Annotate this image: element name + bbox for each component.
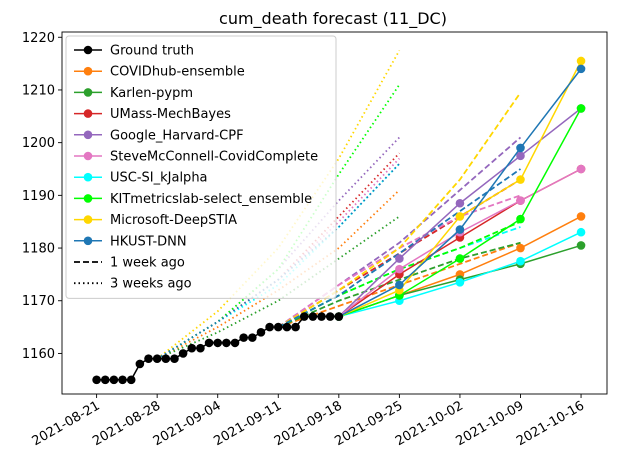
legend-label-google-harvard-cpf: Google_Harvard-CPF <box>110 128 244 143</box>
y-tick-label: 1170 <box>22 294 55 309</box>
x-tick-label: 2021-09-18 <box>272 398 345 449</box>
legend-label-kitmetricslab-select-ensemble: KITmetricslab-select_ensemble <box>110 192 312 207</box>
point-ground-truth <box>118 375 127 385</box>
point-ground-truth <box>317 312 326 321</box>
point-microsoft-deepstia <box>516 175 525 184</box>
point-ground-truth <box>109 375 119 385</box>
point-ground-truth <box>135 359 145 369</box>
line-1w-karlen-pypm <box>277 241 521 328</box>
point-ground-truth <box>126 375 136 385</box>
x-tick-label: 2021-08-21 <box>30 398 103 449</box>
point-usc-si-kjalpha <box>516 256 525 266</box>
legend-label-stevemcconnell-covidcomplete: SteveMcConnell-CovidComplete <box>110 150 318 165</box>
point-ground-truth <box>273 322 283 332</box>
point-ground-truth <box>222 338 231 348</box>
point-stevemcconnell-covidcomplete <box>516 196 525 205</box>
legend: Ground truth COVIDhub-ensemble Karlen-pypm… <box>65 35 337 299</box>
point-kitmetricslab-select-ensemble <box>455 254 465 263</box>
point-ground-truth <box>248 333 257 342</box>
legend-label-ground-truth: Ground truth <box>110 44 194 59</box>
legend-box <box>65 35 337 299</box>
legend-style-label-three-weeks-ago: 3 weeks ago <box>110 277 192 292</box>
y-tick-label: 1180 <box>22 242 55 257</box>
point-ground-truth <box>239 333 248 342</box>
point-ground-truth <box>152 354 162 363</box>
x-tick-label: 2021-10-16 <box>514 398 587 449</box>
point-ground-truth <box>161 354 171 363</box>
point-kitmetricslab-select-ensemble <box>516 214 525 224</box>
point-stevemcconnell-covidcomplete <box>576 164 586 174</box>
y-tick-label: 1190 <box>22 189 55 204</box>
legend-label-karlen-pypm: Karlen-pypm <box>110 86 193 101</box>
point-ground-truth <box>213 338 223 348</box>
point-microsoft-deepstia <box>576 56 586 66</box>
line-1w-hkust-dnn <box>277 168 522 328</box>
point-microsoft-deepstia <box>455 212 465 221</box>
point-covidhub-ensemble <box>516 243 525 253</box>
point-hkust-dnn <box>455 225 465 234</box>
legend-marker-karlen-pypm <box>83 88 93 97</box>
point-ground-truth <box>204 338 214 348</box>
point-ground-truth <box>282 322 292 332</box>
legend-label-hkust-dnn: HKUST-DNN <box>110 234 187 249</box>
legend-label-umass-mechbayes: UMass-MechBayes <box>110 107 231 122</box>
point-hkust-dnn <box>576 64 586 74</box>
point-ground-truth <box>144 354 153 363</box>
legend-marker-stevemcconnell-covidcomplete <box>83 151 93 161</box>
point-google-harvard-cpf <box>516 151 525 161</box>
x-tick-label: 2021-10-02 <box>393 398 466 449</box>
legend-marker-covidhub-ensemble <box>83 66 93 76</box>
legend-marker-usc-si-kjalpha <box>83 172 93 182</box>
point-ground-truth <box>265 322 274 332</box>
point-ground-truth <box>230 338 240 348</box>
legend-label-microsoft-deepstia: Microsoft-DeepSTIA <box>110 213 237 228</box>
y-tick-label: 1210 <box>22 83 55 98</box>
legend-marker-hkust-dnn <box>83 236 93 246</box>
legend-marker-umass-mechbayes <box>83 109 93 118</box>
point-stevemcconnell-covidcomplete <box>395 264 404 274</box>
point-ground-truth <box>196 343 205 353</box>
point-ground-truth <box>187 343 197 353</box>
legend-label-covidhub-ensemble: COVIDhub-ensemble <box>110 65 245 80</box>
point-ground-truth <box>325 312 335 321</box>
point-google-harvard-cpf <box>395 254 404 263</box>
legend-style-label-one-week-ago: 1 week ago <box>110 256 185 271</box>
point-ground-truth <box>299 312 309 321</box>
y-tick-label: 1160 <box>22 347 55 362</box>
line-1w-microsoft-deepstia <box>277 92 522 328</box>
point-ground-truth <box>256 328 266 337</box>
x-tick-label: 2021-08-28 <box>90 398 163 449</box>
point-kitmetricslab-select-ensemble <box>576 104 586 113</box>
point-ground-truth <box>308 312 318 321</box>
legend-marker-google-harvard-cpf <box>83 130 93 140</box>
x-tick-label: 2021-10-09 <box>454 398 527 449</box>
y-tick-label: 1220 <box>22 31 55 46</box>
line-3w-covidhub-ensemble <box>156 189 401 360</box>
point-ground-truth <box>92 375 101 385</box>
chart-title: cum_death forecast (11_DC) <box>219 9 447 29</box>
point-covidhub-ensemble <box>576 212 586 221</box>
legend-marker-ground-truth <box>83 45 93 55</box>
ground-truth-series <box>92 312 344 385</box>
x-tick-label: 2021-09-25 <box>332 398 405 449</box>
legend-marker-kitmetricslab-select-ensemble <box>83 194 93 203</box>
point-hkust-dnn <box>516 143 525 153</box>
point-ground-truth <box>291 322 300 332</box>
legend-label-usc-si-kjalpha: USC-SI_kJalpha <box>110 171 208 186</box>
point-ground-truth <box>170 354 179 363</box>
x-tick-label: 2021-09-04 <box>151 398 224 449</box>
point-usc-si-kjalpha <box>576 227 586 237</box>
point-ground-truth <box>178 349 188 358</box>
point-usc-si-kjalpha <box>455 277 465 287</box>
plot-frame <box>61 31 608 395</box>
point-ground-truth <box>334 312 344 321</box>
point-ground-truth <box>100 375 110 385</box>
legend-marker-microsoft-deepstia <box>83 215 93 224</box>
point-hkust-dnn <box>395 280 404 290</box>
point-google-harvard-cpf <box>455 198 465 208</box>
point-karlen-pypm <box>576 241 586 250</box>
x-tick-label: 2021-09-11 <box>211 398 284 449</box>
y-tick-label: 1200 <box>22 136 55 151</box>
